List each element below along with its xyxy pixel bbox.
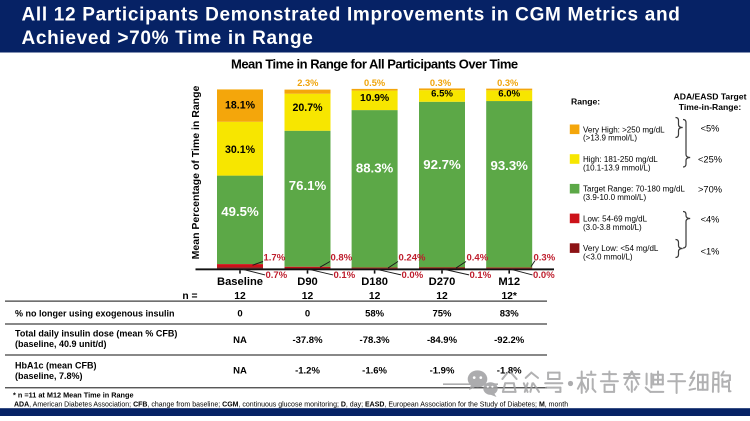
- svg-text:Very High: >250 mg/dL: Very High: >250 mg/dL: [583, 125, 665, 134]
- svg-text:0.1%: 0.1%: [470, 270, 492, 281]
- svg-text:Time-in-Range:: Time-in-Range:: [679, 102, 742, 112]
- svg-text:0: 0: [305, 309, 310, 320]
- svg-text:0.1%: 0.1%: [334, 270, 356, 281]
- svg-text:>70%: >70%: [698, 185, 722, 195]
- svg-text:-37.8%: -37.8%: [292, 335, 323, 346]
- svg-text:6.5%: 6.5%: [431, 89, 453, 100]
- svg-text:0.5%: 0.5%: [364, 78, 386, 88]
- svg-text:1.7%: 1.7%: [264, 252, 286, 263]
- svg-text:18.1%: 18.1%: [225, 99, 256, 111]
- svg-text:Total daily insulin dose (mean: Total daily insulin dose (mean % CFB): [15, 329, 177, 339]
- svg-text:0.3%: 0.3%: [430, 78, 452, 88]
- svg-text:(3.0-3.8 mmol/L): (3.0-3.8 mmol/L): [583, 223, 642, 232]
- svg-text:0.4%: 0.4%: [467, 252, 489, 263]
- svg-text:<4%: <4%: [701, 215, 720, 225]
- svg-text:-1.2%: -1.2%: [295, 366, 320, 377]
- svg-text:(baseline, 40.9 unit/d): (baseline, 40.9 unit/d): [15, 339, 107, 349]
- svg-text:76.1%: 76.1%: [289, 178, 327, 193]
- svg-text:49.5%: 49.5%: [221, 204, 259, 219]
- svg-text:Target Range: 70-180 mg/dL: Target Range: 70-180 mg/dL: [583, 185, 685, 194]
- svg-text:75%: 75%: [432, 309, 452, 320]
- svg-text:(<3.0 mmol/L): (<3.0 mmol/L): [583, 253, 633, 262]
- svg-text:0.3%: 0.3%: [534, 252, 556, 263]
- svg-text:ADA, American Diabetes Associa: ADA, American Diabetes Association; CFB,…: [14, 402, 568, 409]
- svg-text:6.0%: 6.0%: [498, 89, 520, 100]
- svg-text:0.8%: 0.8%: [331, 252, 353, 263]
- svg-text:58%: 58%: [365, 309, 385, 320]
- svg-text:0.3%: 0.3%: [497, 78, 519, 88]
- svg-text:High: 181-250 mg/dL: High: 181-250 mg/dL: [583, 155, 658, 164]
- svg-text:<1%: <1%: [701, 246, 720, 256]
- svg-text:(baseline, 7.8%): (baseline, 7.8%): [15, 371, 83, 381]
- svg-text:20.7%: 20.7%: [292, 102, 323, 114]
- svg-text:-78.3%: -78.3%: [360, 335, 391, 346]
- svg-text:Mean Time in Range for All Par: Mean Time in Range for All Participants …: [231, 57, 518, 72]
- svg-text:n =: n =: [182, 291, 197, 302]
- svg-text:12*: 12*: [501, 291, 516, 302]
- svg-text:10.9%: 10.9%: [360, 93, 389, 104]
- svg-text:Range:: Range:: [571, 97, 600, 107]
- svg-text:D180: D180: [361, 276, 388, 288]
- svg-text:-92.2%: -92.2%: [494, 335, 525, 346]
- svg-text:D270: D270: [429, 276, 456, 288]
- svg-text:-1.8%: -1.8%: [497, 366, 522, 377]
- svg-text:0.0%: 0.0%: [533, 270, 555, 281]
- svg-text:(>13.9 mmol/L): (>13.9 mmol/L): [583, 134, 637, 143]
- svg-text:-1.9%: -1.9%: [430, 366, 455, 377]
- svg-text:93.3%: 93.3%: [490, 158, 528, 173]
- svg-text:NA: NA: [233, 366, 247, 377]
- svg-text:0.7%: 0.7%: [266, 270, 288, 281]
- svg-text:(10.1-13.9 mmol/L): (10.1-13.9 mmol/L): [583, 163, 651, 172]
- svg-text:Very Low: <54 mg/dL: Very Low: <54 mg/dL: [583, 244, 659, 253]
- svg-text:92.7%: 92.7%: [423, 157, 461, 172]
- svg-text:0.24%: 0.24%: [399, 252, 426, 263]
- svg-text:12: 12: [369, 291, 381, 302]
- svg-text:ADA/EASD Target: ADA/EASD Target: [674, 91, 747, 101]
- svg-text:% no longer using exogenous in: % no longer using exogenous insulin: [15, 309, 175, 319]
- svg-text:30.1%: 30.1%: [225, 144, 256, 156]
- svg-text:12: 12: [234, 291, 246, 302]
- svg-text:M12: M12: [498, 276, 520, 288]
- svg-text:Mean Percentage of Time in Ran: Mean Percentage of Time in Range: [190, 85, 202, 259]
- svg-text:<5%: <5%: [701, 124, 720, 134]
- svg-text:(3.9-10.0 mmol/L): (3.9-10.0 mmol/L): [583, 193, 646, 202]
- svg-text:Achieved >70% Time in Range: Achieved >70% Time in Range: [22, 28, 314, 49]
- svg-text:All 12 Participants Demonstrat: All 12 Participants Demonstrated Improve…: [22, 5, 681, 26]
- svg-text:NA: NA: [233, 335, 247, 346]
- svg-text:-84.9%: -84.9%: [427, 335, 458, 346]
- svg-text:12: 12: [302, 291, 314, 302]
- svg-text:12: 12: [436, 291, 448, 302]
- svg-text:0: 0: [237, 309, 242, 320]
- svg-text:0.0%: 0.0%: [402, 270, 424, 281]
- svg-text:2.3%: 2.3%: [297, 78, 319, 88]
- svg-text:88.3%: 88.3%: [356, 161, 394, 176]
- svg-text:<25%: <25%: [698, 155, 722, 165]
- svg-text:83%: 83%: [500, 309, 520, 320]
- svg-text:D90: D90: [297, 276, 318, 288]
- svg-text:-1.6%: -1.6%: [362, 366, 387, 377]
- svg-text:* n =11 at M12 Mean Time in Ra: * n =11 at M12 Mean Time in Range: [13, 390, 134, 399]
- svg-text:Baseline: Baseline: [217, 276, 263, 288]
- svg-text:HbA1c (mean CFB): HbA1c (mean CFB): [15, 360, 97, 370]
- svg-text:Low: 54-69 mg/dL: Low: 54-69 mg/dL: [583, 214, 648, 223]
